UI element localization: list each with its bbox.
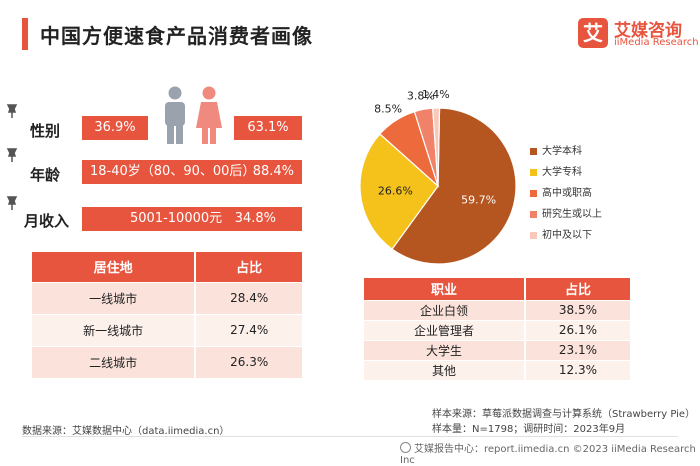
male-icon [165,86,185,144]
residence-cell: 一线城市 [32,282,196,315]
legend-swatch [530,147,537,155]
logo-text-cn: 艾媒咨询 [614,21,682,41]
legend-item: 初中及以下 [530,226,602,247]
page-title: 中国方便速食产品消费者画像 [40,24,313,48]
male-share-bar: 36.9% [82,116,148,140]
occupation-cell: 大学生 [364,340,525,361]
sample-source: 样本来源：草莓派数据调查与计算系统（Strawberry Pie） [432,409,696,420]
legend-swatch [530,189,537,197]
residence-value: 26.3% [194,346,302,379]
legend-item: 大学专科 [530,163,602,184]
legend-label: 研究生或以上 [542,209,602,220]
age-label: 年龄 [30,166,61,184]
pin-icon [6,148,18,162]
table-row: 一线城市 28.4% [32,282,302,315]
age-range-text: 18-40岁（80、90、00后） [90,164,256,179]
globe-icon [400,442,411,453]
occupation-cell: 企业管理者 [364,320,525,341]
occupation-value: 12.3% [523,360,630,381]
pie-value-label: 1.4% [422,88,450,101]
residence-value: 28.4% [194,282,302,315]
pin-icon [6,196,18,210]
footer-divider [22,436,678,437]
pie-legend: 大学本科 大学专科 高中或职高 研究生或以上 初中及以下 [530,142,602,247]
pie-value-label: 3.8% [407,90,435,103]
residence-table: 居住地 占比 一线城市 28.4% 新一线城市 27.4% 二线城市 26.3% [32,252,302,379]
pie-value-label: 59.7% [461,194,496,207]
residence-cell: 新一线城市 [32,314,196,347]
table-row: 二线城市 26.3% [32,346,302,379]
female-share-bar: 63.1% [234,116,302,140]
pie-value-label: 8.5% [374,103,402,116]
legend-swatch [530,231,537,239]
occupation-value: 26.1% [523,320,630,341]
data-source: 数据来源：艾媒数据中心（data.iimedia.cn） [22,426,230,437]
occupation-value: 23.1% [523,340,630,361]
table-row: 其他 12.3% [364,360,630,381]
occupation-header-share: 占比 [523,278,630,301]
gender-label: 性别 [30,122,61,140]
logo-mark: 艾 [578,18,608,48]
pie-slice [359,133,439,250]
pin-icon [6,104,18,118]
legend-label: 初中及以下 [542,230,592,241]
table-row: 大学生 23.1% [364,340,630,361]
legend-label: 大学专科 [542,167,582,178]
occupation-table: 职业 占比 企业白领 38.5% 企业管理者 26.1% 大学生 23.1% 其… [364,278,630,381]
legend-label: 高中或职高 [542,188,592,199]
occupation-cell: 企业白领 [364,300,525,321]
legend-item: 大学本科 [530,142,602,163]
income-bar: 5001-10000元 34.8% [82,207,302,231]
residence-header-share: 占比 [194,252,302,283]
pie-slice [432,107,441,187]
income-label: 月收入 [24,212,70,230]
table-row: 企业管理者 26.1% [364,320,630,341]
pie-value-label: 26.6% [378,185,413,198]
pie-slice [391,107,517,265]
occupation-cell: 其他 [364,360,525,381]
female-icon [196,86,222,144]
legend-swatch [530,210,537,218]
occupation-value: 38.5% [523,300,630,321]
legend-item: 高中或职高 [530,184,602,205]
copyright-text: 艾媒报告中心：report.iimedia.cn ©2023 iiMedia R… [400,444,696,466]
table-row: 企业白领 38.5% [364,300,630,321]
age-value: 88.4% [252,164,294,179]
income-value: 34.8% [234,211,276,226]
education-pie-chart: 59.7% 26.6% 8.5% 3.8%1.4% [359,88,517,265]
title-accent-bar [22,18,28,50]
legend-swatch [530,168,537,176]
logo-text-en: iiMedia Research [614,37,699,48]
occupation-header-job: 职业 [364,278,525,301]
residence-cell: 二线城市 [32,346,196,379]
legend-item: 研究生或以上 [530,205,602,226]
legend-label: 大学本科 [542,146,582,157]
residence-value: 27.4% [194,314,302,347]
residence-header-place: 居住地 [32,252,196,283]
income-range-text: 5001-10000元 [130,211,223,226]
sample-size: 样本量：N=1798；调研时间：2023年9月 [432,424,626,435]
age-bar: 18-40岁（80、90、00后） 88.4% [82,160,302,184]
copyright: 艾媒报告中心：report.iimedia.cn ©2023 iiMedia R… [400,440,700,466]
table-row: 新一线城市 27.4% [32,314,302,347]
